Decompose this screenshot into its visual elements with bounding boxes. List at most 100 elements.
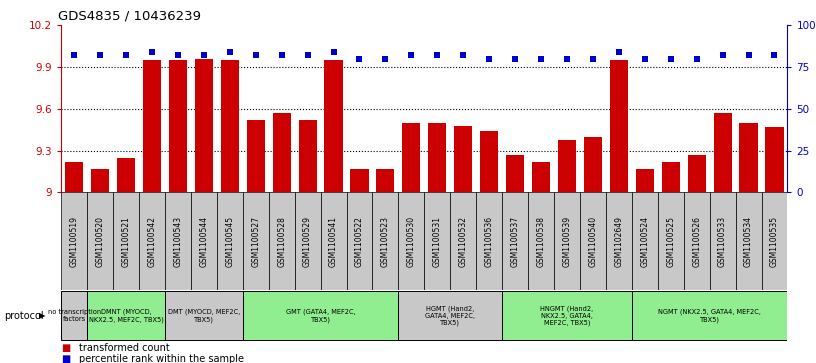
- Text: GSM1100519: GSM1100519: [69, 216, 78, 267]
- Text: GSM1100520: GSM1100520: [95, 216, 104, 267]
- Text: GSM1100538: GSM1100538: [537, 216, 546, 267]
- Point: [379, 56, 392, 62]
- Text: GSM1102649: GSM1102649: [614, 216, 623, 267]
- Point: [508, 56, 521, 62]
- Point: [405, 53, 418, 58]
- Bar: [65, 162, 83, 192]
- Bar: [299, 120, 317, 192]
- Point: [301, 53, 314, 58]
- Bar: [424, 192, 450, 290]
- Bar: [61, 192, 87, 290]
- Bar: [532, 162, 550, 192]
- Bar: [347, 192, 372, 290]
- Text: protocol: protocol: [4, 311, 44, 321]
- Text: GSM1100531: GSM1100531: [432, 216, 441, 267]
- Text: GSM1100521: GSM1100521: [122, 216, 131, 267]
- Text: GSM1100542: GSM1100542: [148, 216, 157, 267]
- Text: GSM1100539: GSM1100539: [562, 216, 571, 267]
- Text: GSM1100522: GSM1100522: [355, 216, 364, 267]
- Bar: [502, 291, 632, 340]
- Point: [690, 56, 703, 62]
- Text: NGMT (NKX2.5, GATA4, MEF2C,
TBX5): NGMT (NKX2.5, GATA4, MEF2C, TBX5): [659, 309, 761, 323]
- Bar: [217, 192, 242, 290]
- Bar: [658, 192, 684, 290]
- Point: [716, 53, 730, 58]
- Text: GSM1100529: GSM1100529: [303, 216, 312, 267]
- Text: GSM1100535: GSM1100535: [770, 216, 779, 267]
- Bar: [735, 192, 761, 290]
- Bar: [242, 291, 398, 340]
- Text: GSM1100545: GSM1100545: [225, 216, 234, 267]
- Point: [353, 56, 366, 62]
- Bar: [636, 169, 654, 192]
- Text: GSM1100543: GSM1100543: [174, 216, 183, 267]
- Point: [742, 53, 755, 58]
- Point: [534, 56, 548, 62]
- Point: [561, 56, 574, 62]
- Point: [768, 53, 781, 58]
- Bar: [246, 120, 265, 192]
- Bar: [502, 192, 528, 290]
- Bar: [321, 192, 347, 290]
- Point: [457, 53, 470, 58]
- Bar: [583, 137, 602, 192]
- Text: GSM1100537: GSM1100537: [511, 216, 520, 267]
- Text: GSM1100544: GSM1100544: [199, 216, 208, 267]
- Bar: [87, 291, 165, 340]
- Bar: [169, 60, 187, 192]
- Point: [145, 49, 158, 55]
- Text: GSM1100533: GSM1100533: [718, 216, 727, 267]
- Point: [638, 56, 651, 62]
- Bar: [165, 291, 243, 340]
- Bar: [113, 192, 139, 290]
- Text: GSM1100523: GSM1100523: [381, 216, 390, 267]
- Bar: [325, 60, 343, 192]
- Bar: [528, 192, 554, 290]
- Bar: [632, 192, 658, 290]
- Bar: [455, 126, 472, 192]
- Point: [664, 56, 677, 62]
- Bar: [295, 192, 321, 290]
- Bar: [713, 113, 732, 192]
- Bar: [117, 158, 135, 192]
- Point: [249, 53, 262, 58]
- Text: GSM1100541: GSM1100541: [329, 216, 338, 267]
- Point: [431, 53, 444, 58]
- Bar: [580, 192, 605, 290]
- Point: [197, 53, 211, 58]
- Bar: [480, 131, 499, 192]
- Bar: [402, 123, 420, 192]
- Text: percentile rank within the sample: percentile rank within the sample: [79, 354, 244, 363]
- Bar: [143, 60, 161, 192]
- Bar: [191, 192, 217, 290]
- Point: [119, 53, 132, 58]
- Bar: [662, 162, 680, 192]
- Bar: [139, 192, 165, 290]
- Bar: [372, 192, 398, 290]
- Bar: [761, 192, 787, 290]
- Text: GSM1100526: GSM1100526: [692, 216, 701, 267]
- Point: [482, 56, 495, 62]
- Bar: [428, 123, 446, 192]
- Point: [94, 53, 107, 58]
- Point: [171, 53, 184, 58]
- Bar: [739, 123, 757, 192]
- Bar: [195, 59, 213, 192]
- Point: [612, 49, 625, 55]
- Text: no transcription
factors: no transcription factors: [47, 309, 100, 322]
- Point: [327, 49, 340, 55]
- Text: GSM1100532: GSM1100532: [459, 216, 468, 267]
- Bar: [376, 169, 394, 192]
- Bar: [554, 192, 580, 290]
- Bar: [506, 155, 524, 192]
- Bar: [477, 192, 502, 290]
- Bar: [558, 139, 576, 192]
- Bar: [710, 192, 735, 290]
- Text: transformed count: transformed count: [79, 343, 170, 354]
- Text: ■: ■: [61, 343, 70, 354]
- Bar: [273, 113, 290, 192]
- Bar: [605, 192, 632, 290]
- Point: [275, 53, 288, 58]
- Text: GSM1100534: GSM1100534: [744, 216, 753, 267]
- Text: GSM1100530: GSM1100530: [407, 216, 416, 267]
